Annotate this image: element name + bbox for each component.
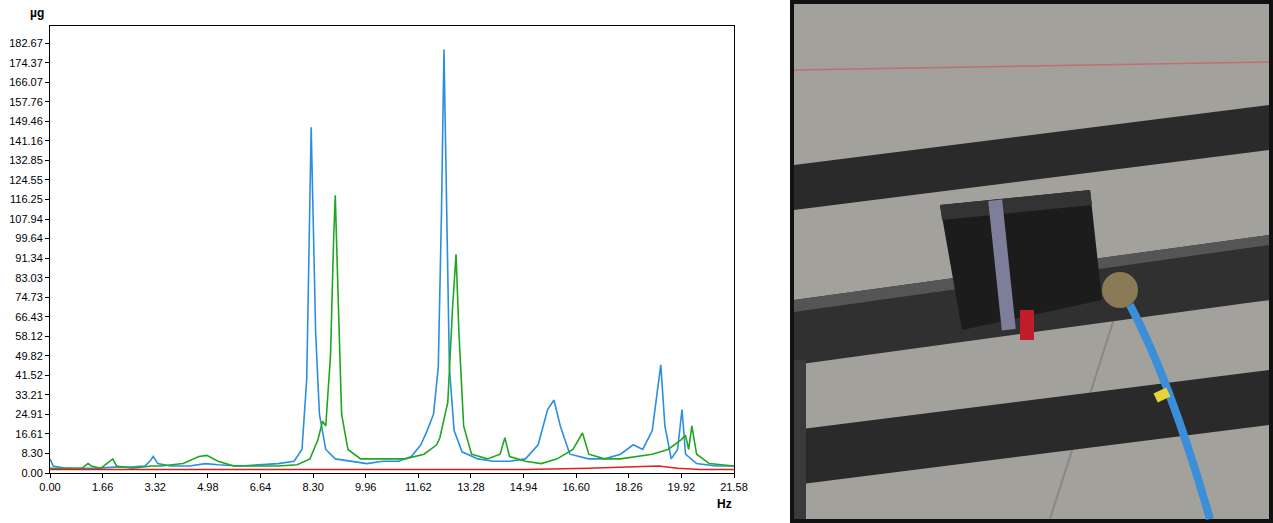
svg-text:174.37: 174.37 (9, 57, 43, 69)
svg-text:182.67: 182.67 (9, 37, 43, 49)
svg-text:19.92: 19.92 (668, 481, 696, 493)
svg-text:83.03: 83.03 (15, 272, 43, 284)
svg-text:132.85: 132.85 (9, 154, 43, 166)
svg-text:11.62: 11.62 (405, 481, 432, 493)
svg-text:149.46: 149.46 (9, 115, 43, 127)
svg-text:91.34: 91.34 (15, 252, 43, 264)
svg-text:116.25: 116.25 (10, 193, 43, 205)
svg-text:14.94: 14.94 (510, 481, 538, 493)
svg-text:13.28: 13.28 (457, 481, 485, 493)
svg-text:157.76: 157.76 (9, 96, 43, 108)
svg-text:58.12: 58.12 (15, 330, 43, 342)
svg-text:107.94: 107.94 (9, 213, 43, 225)
svg-text:141.16: 141.16 (9, 135, 43, 147)
svg-text:0.00: 0.00 (21, 467, 42, 479)
svg-text:41.52: 41.52 (15, 369, 43, 381)
svg-text:0.00: 0.00 (39, 481, 60, 493)
svg-text:49.82: 49.82 (15, 350, 43, 362)
svg-text:3.32: 3.32 (145, 481, 166, 493)
svg-text:8.30: 8.30 (302, 481, 323, 493)
svg-text:24.91: 24.91 (15, 408, 43, 420)
svg-text:6.64: 6.64 (250, 481, 271, 493)
svg-text:16.61: 16.61 (15, 428, 43, 440)
svg-text:99.64: 99.64 (15, 232, 43, 244)
svg-text:74.73: 74.73 (15, 291, 43, 303)
svg-text:µg: µg (30, 6, 44, 20)
svg-text:8.30: 8.30 (21, 447, 42, 459)
svg-text:166.07: 166.07 (9, 76, 43, 88)
svg-text:1.66: 1.66 (92, 481, 113, 493)
svg-text:16.60: 16.60 (562, 481, 590, 493)
svg-text:18.26: 18.26 (615, 481, 643, 493)
svg-text:66.43: 66.43 (15, 311, 43, 323)
svg-text:124.55: 124.55 (9, 174, 43, 186)
svg-text:33.21: 33.21 (15, 389, 43, 401)
svg-text:Hz: Hz (717, 497, 732, 511)
svg-text:21.58: 21.58 (720, 481, 748, 493)
svg-text:9.96: 9.96 (355, 481, 376, 493)
svg-text:4.98: 4.98 (197, 481, 218, 493)
